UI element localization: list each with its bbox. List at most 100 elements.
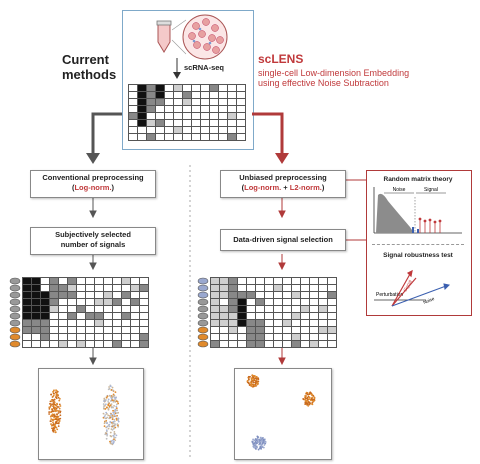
- embedding-point: [50, 423, 52, 425]
- matrix-cell: [220, 292, 228, 298]
- embedding-point: [115, 400, 118, 403]
- conventional-preprocessing-title: Conventional preprocessing: [42, 173, 144, 182]
- matrix-cell: [274, 306, 282, 312]
- embedding-point: [58, 399, 61, 402]
- matrix-cell: [247, 285, 255, 291]
- embedding-point: [109, 416, 112, 419]
- embedding-point: [54, 429, 56, 432]
- matrix-cell: [301, 299, 309, 305]
- cell-marker: [9, 312, 21, 320]
- matrix-cell: [283, 327, 291, 333]
- embedding-point: [112, 400, 115, 403]
- embedding-point: [116, 418, 119, 421]
- embedding-point: [58, 407, 61, 410]
- matrix-cell: [113, 313, 121, 319]
- embedding-point: [58, 403, 61, 406]
- embedding-point: [113, 420, 116, 423]
- method-detail-panel: [366, 170, 472, 316]
- matrix-cell: [256, 313, 264, 319]
- embedding-point: [55, 389, 57, 392]
- matrix-cell: [23, 327, 31, 333]
- matrix-cell: [301, 292, 309, 298]
- matrix-cell: [129, 106, 137, 112]
- matrix-cell: [122, 327, 130, 333]
- embedding-point: [114, 423, 116, 425]
- cell-marker: [197, 277, 209, 285]
- matrix-cell: [237, 85, 245, 91]
- matrix-cell: [165, 127, 173, 133]
- matrix-cell: [165, 106, 173, 112]
- matrix-cell: [301, 306, 309, 312]
- matrix-cell: [68, 327, 76, 333]
- embedding-point: [107, 414, 110, 417]
- matrix-cell: [183, 99, 191, 105]
- subjective-selection-box: Subjectively selected number of signals: [30, 227, 156, 255]
- matrix-cell: [274, 292, 282, 298]
- matrix-cell: [174, 99, 182, 105]
- matrix-cell: [77, 278, 85, 284]
- matrix-cell: [50, 292, 58, 298]
- matrix-cell: [247, 320, 255, 326]
- matrix-cell: [77, 320, 85, 326]
- matrix-cell: [104, 334, 112, 340]
- matrix-cell: [219, 92, 227, 98]
- matrix-cell: [201, 127, 209, 133]
- matrix-cell: [310, 313, 318, 319]
- embedding-point: [257, 448, 260, 451]
- embedding-point: [103, 397, 106, 400]
- matrix-cell: [23, 299, 31, 305]
- matrix-cell: [131, 341, 139, 347]
- matrix-cell: [122, 334, 130, 340]
- embedding-point: [257, 438, 260, 441]
- matrix-cell: [50, 320, 58, 326]
- matrix-cell: [122, 306, 130, 312]
- embedding-point: [50, 393, 53, 396]
- matrix-cell: [237, 120, 245, 126]
- embedding-point: [254, 445, 257, 447]
- cell-marker: [197, 298, 209, 306]
- matrix-cell: [265, 334, 273, 340]
- noise-label: Noise: [393, 187, 406, 193]
- matrix-cell: [68, 278, 76, 284]
- matrix-cell: [129, 134, 137, 140]
- matrix-cell: [23, 278, 31, 284]
- matrix-cell: [292, 299, 300, 305]
- matrix-cell: [122, 285, 130, 291]
- matrix-cell: [138, 106, 146, 112]
- embedding-point: [109, 400, 112, 402]
- matrix-cell: [238, 299, 246, 305]
- matrix-cell: [274, 313, 282, 319]
- embedding-point: [261, 445, 263, 448]
- matrix-cell: [274, 299, 282, 305]
- matrix-cell: [274, 285, 282, 291]
- embedding-point: [56, 409, 58, 412]
- matrix-cell: [201, 99, 209, 105]
- matrix-cell: [310, 320, 318, 326]
- matrix-cell: [328, 313, 336, 319]
- embedding-point: [114, 398, 117, 400]
- embedding-point: [102, 403, 105, 405]
- cell-marker: [197, 312, 209, 320]
- embedding-point: [103, 425, 106, 428]
- matrix-cell: [113, 285, 121, 291]
- matrix-cell: [238, 292, 246, 298]
- matrix-cell: [147, 120, 155, 126]
- matrix-cell: [183, 127, 191, 133]
- embedding-point: [48, 413, 51, 415]
- matrix-cell: [328, 306, 336, 312]
- matrix-cell: [256, 327, 264, 333]
- embedding-point: [55, 397, 58, 400]
- matrix-cell: [192, 106, 200, 112]
- matrix-cell: [247, 313, 255, 319]
- embedding-point: [304, 403, 307, 406]
- embedding-point: [56, 402, 58, 405]
- embedding-point: [103, 422, 106, 425]
- matrix-cell: [274, 341, 282, 347]
- embedding-point: [115, 434, 118, 437]
- matrix-cell: [201, 113, 209, 119]
- matrix-cell: [95, 313, 103, 319]
- matrix-cell: [319, 334, 327, 340]
- matrix-cell: [113, 306, 121, 312]
- matrix-cell: [23, 334, 31, 340]
- panel-divider: [372, 244, 464, 245]
